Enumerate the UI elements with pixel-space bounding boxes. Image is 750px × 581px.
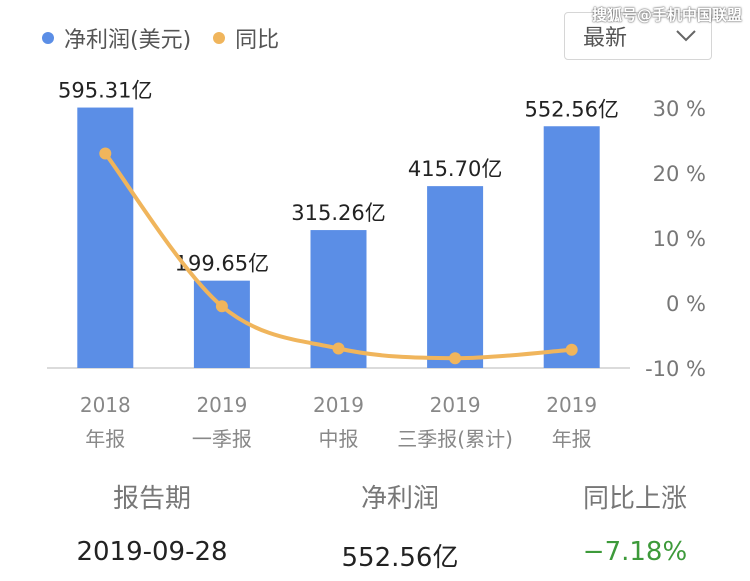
y-right-tick-label: 20 % (653, 162, 706, 186)
bar-value-label: 415.70亿 (408, 157, 502, 181)
summary-header-profit: 净利润 (360, 484, 439, 514)
legend-dot-profit (42, 32, 54, 44)
y-right-tick-label: 30 % (653, 97, 706, 121)
summary-panel: 报告期 2019-09-28 净利润 552.56亿 同比上涨 −7.18% (0, 478, 750, 581)
bar (427, 186, 484, 368)
legend: 净利润(美元) 同比 (42, 22, 301, 54)
x-tick-label-period: 年报 (85, 427, 125, 451)
legend-item-profit[interactable]: 净利润(美元) (42, 22, 191, 54)
x-tick-label-period: 三季报(累计) (397, 427, 513, 451)
x-tick-label-period: 中报 (319, 427, 359, 451)
bar-value-label: 315.26亿 (291, 201, 385, 225)
bar (193, 280, 250, 368)
y-right-tick-label: -10 % (645, 357, 706, 381)
bar-value-label: 552.56亿 (524, 97, 618, 121)
summary-col-profit: 净利润 552.56亿 (300, 478, 500, 574)
x-tick-label-year: 2019 (313, 393, 364, 417)
chevron-down-icon (675, 24, 697, 49)
summary-value-profit: 552.56亿 (341, 543, 459, 573)
bar (77, 107, 134, 368)
legend-label-profit: 净利润(美元) (64, 28, 192, 53)
yoy-point (565, 343, 578, 356)
x-tick-label-period: 一季报 (192, 427, 252, 451)
yoy-point (99, 147, 112, 160)
period-dropdown-value: 最新 (583, 26, 628, 51)
bar-value-label: 595.31亿 (58, 79, 152, 103)
x-tick-label-year: 2019 (196, 393, 247, 417)
summary-value-yoy: −7.18% (582, 537, 688, 567)
y-right-tick-label: 10 % (653, 227, 706, 251)
legend-dot-yoy (213, 32, 226, 44)
chart: 30 %20 %10 %0 %-10 %595.31亿2018年报199.65亿… (47, 79, 706, 451)
summary-col-period: 报告期 2019-09-28 (52, 478, 252, 567)
x-tick-label-year: 2019 (430, 393, 481, 417)
period-dropdown[interactable]: 最新 (564, 12, 712, 60)
summary-col-yoy: 同比上涨 −7.18% (535, 478, 735, 567)
summary-header-period: 报告期 (112, 484, 191, 514)
yoy-line (103, 152, 572, 361)
summary-header-yoy: 同比上涨 (582, 484, 687, 514)
legend-item-yoy[interactable]: 同比 (213, 22, 279, 54)
watermark: 搜狐号@手机中国联盟 (591, 6, 742, 24)
x-tick-label-year: 2018 (80, 393, 131, 417)
summary-value-period: 2019-09-28 (76, 537, 228, 567)
y-right-tick-label: 0 % (666, 292, 706, 316)
x-tick-label-year: 2019 (546, 393, 597, 417)
yoy-point (449, 352, 462, 365)
legend-label-yoy: 同比 (235, 28, 280, 53)
yoy-point (332, 342, 345, 355)
x-tick-label-period: 年报 (552, 427, 592, 451)
yoy-point (215, 300, 228, 313)
bar (543, 126, 600, 368)
